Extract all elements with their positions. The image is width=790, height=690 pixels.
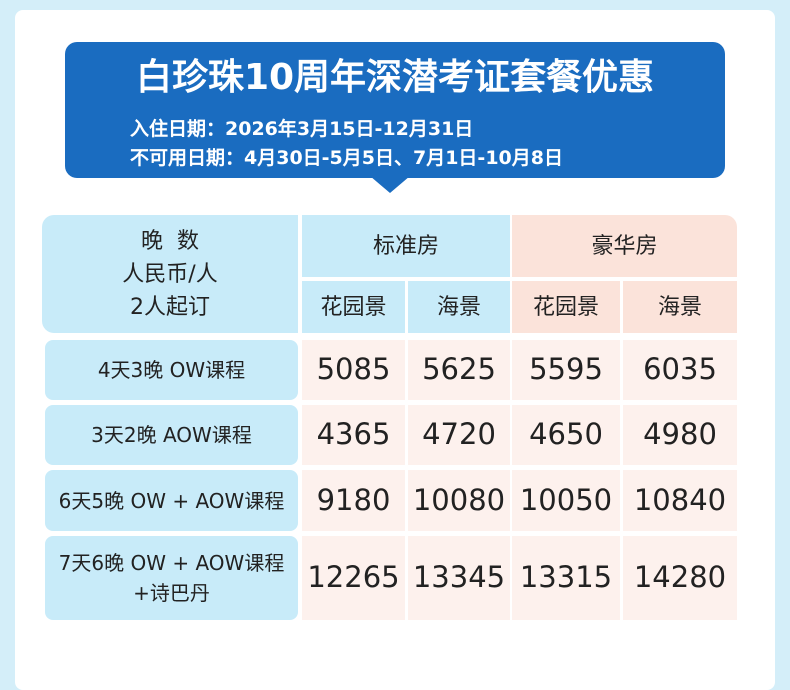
price: 5625 xyxy=(422,352,496,387)
column-name: 海景 xyxy=(657,294,702,320)
group-name: 标准房 xyxy=(372,233,439,259)
price: 10080 xyxy=(412,482,506,517)
title: 白珍珠10周年深潜考证套餐优惠 xyxy=(135,57,655,98)
date-line: 不可用日期：4月30日-5月5日、7月1日-10月8日 xyxy=(130,147,563,169)
price: 10050 xyxy=(519,482,613,517)
banner-arrow xyxy=(370,176,410,193)
price: 12265 xyxy=(307,560,400,595)
group-header: 标准房 xyxy=(302,215,510,277)
row-label: 3天2晚 AOW课程 xyxy=(45,405,298,465)
price-cell: 9180 xyxy=(302,470,405,531)
price: 13315 xyxy=(519,560,613,595)
row-label: 4天3晚 OW课程 xyxy=(45,340,298,400)
price: 4980 xyxy=(643,417,717,452)
price: 4650 xyxy=(529,417,603,452)
price-cell: 5085 xyxy=(302,340,405,400)
price: 6035 xyxy=(643,352,717,387)
price: 13345 xyxy=(412,560,506,595)
column-header: 花园景 xyxy=(302,281,405,333)
column-name: 花园景 xyxy=(320,294,387,320)
column-header: 海景 xyxy=(408,281,510,333)
banner xyxy=(65,42,725,178)
price: 14280 xyxy=(633,560,727,595)
row-label-text: 4天3晚 OW课程 xyxy=(97,358,246,382)
price-cell: 5595 xyxy=(512,340,620,400)
price-cell: 10840 xyxy=(623,470,737,531)
price-cell: 13315 xyxy=(512,536,620,620)
column-name: 海景 xyxy=(436,294,481,320)
price-cell: 4720 xyxy=(408,405,510,465)
price: 10840 xyxy=(633,482,727,517)
column-header: 花园景 xyxy=(512,281,620,333)
column-header: 海景 xyxy=(623,281,737,333)
column-name: 花园景 xyxy=(532,294,599,320)
row-label-text: +诗巴丹 xyxy=(133,581,210,605)
price-cell: 10050 xyxy=(512,470,620,531)
price: 9180 xyxy=(316,482,391,517)
price: 4720 xyxy=(422,417,496,452)
price-cell: 4365 xyxy=(302,405,405,465)
price-cell: 13345 xyxy=(408,536,510,620)
price: 4365 xyxy=(316,417,391,452)
price-cell: 10080 xyxy=(408,470,510,531)
group-name: 豪华房 xyxy=(591,233,658,259)
price-cell: 14280 xyxy=(623,536,737,620)
group-header: 豪华房 xyxy=(512,215,737,277)
price-cell: 4650 xyxy=(512,405,620,465)
row-label: 7天6晚 OW + AOW课程 +诗巴丹 xyxy=(45,536,298,620)
price-cell: 5625 xyxy=(408,340,510,400)
date-line: 入住日期：2026年3月15日-12月31日 xyxy=(130,118,474,140)
price-cell: 4980 xyxy=(623,405,737,465)
price-cell: 6035 xyxy=(623,340,737,400)
row-label-text: 7天6晚 OW + AOW课程 xyxy=(58,551,285,575)
corner-text: 人民币/人 xyxy=(122,261,218,287)
price-cell: 12265 xyxy=(302,536,405,620)
row-label: 6天5晚 OW + AOW课程 xyxy=(45,470,298,531)
corner-text: 2人起订 xyxy=(130,294,210,320)
row-label-text: 3天2晚 AOW课程 xyxy=(91,423,252,447)
corner-text: 晚 数 xyxy=(141,228,199,254)
corner-cell: 晚 数人民币/人 2人起订 xyxy=(42,215,298,333)
price: 5085 xyxy=(316,352,391,387)
price: 5595 xyxy=(529,352,603,387)
row-label-text: 6天5晚 OW + AOW课程 xyxy=(58,488,285,513)
